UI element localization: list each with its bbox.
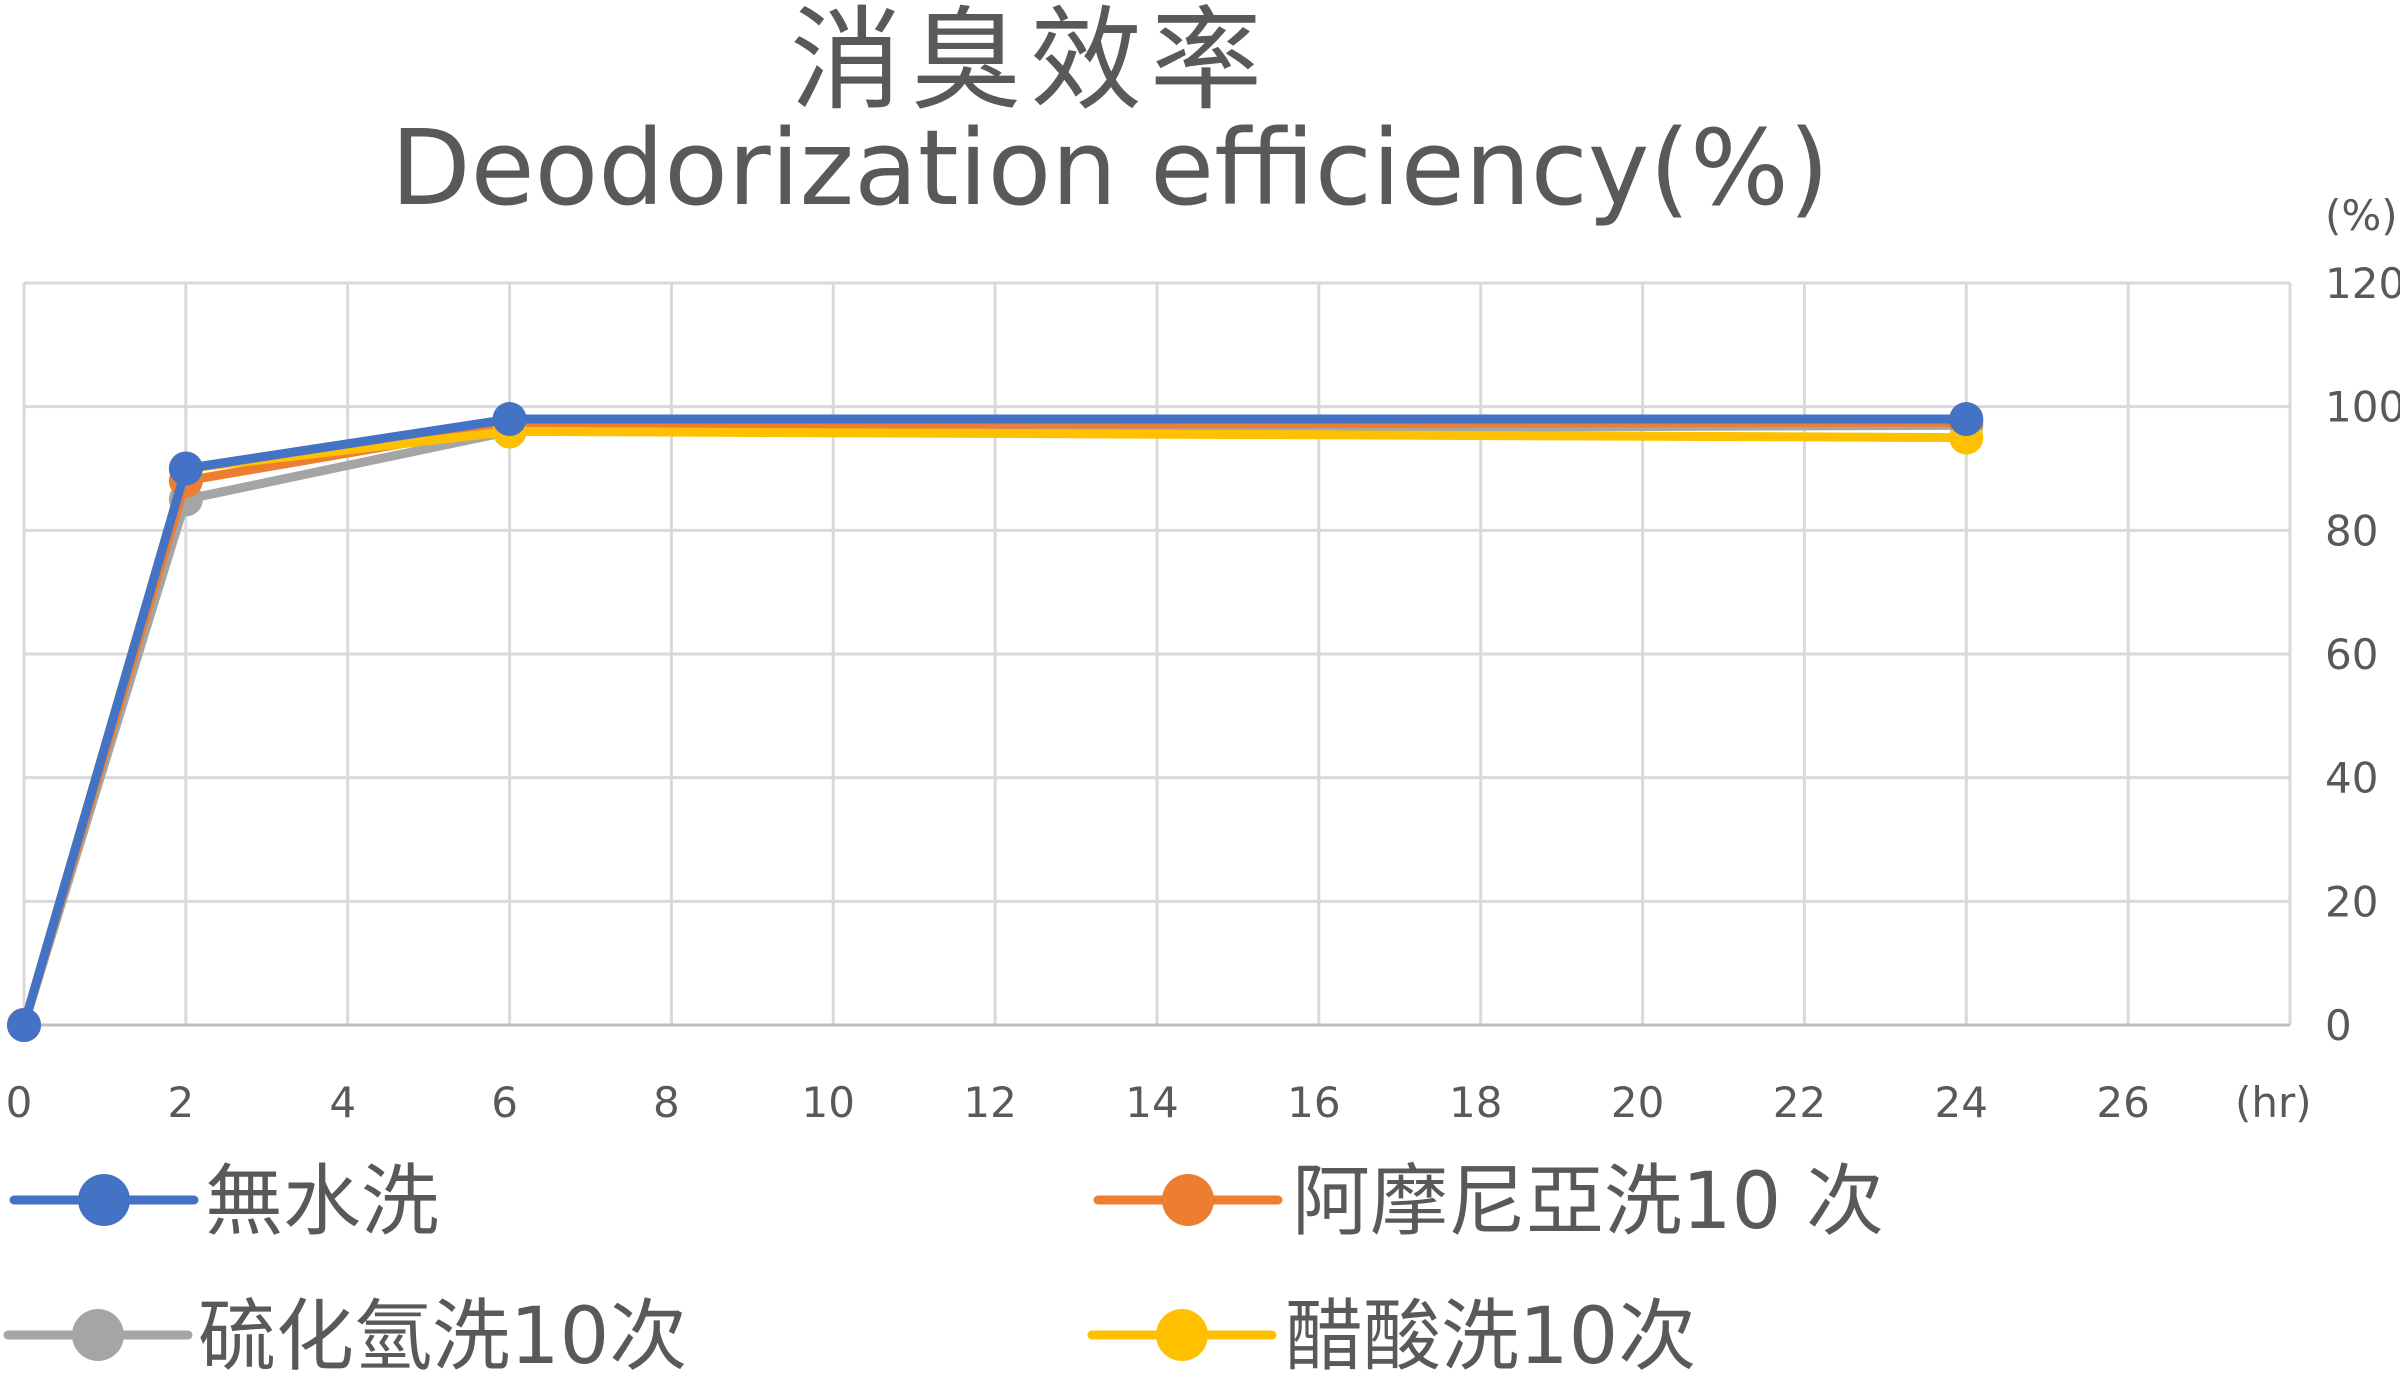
series-layer [7,402,1984,1042]
y-axis-label: (%) [2325,191,2398,240]
x-tick-label: 26 [2096,1078,2149,1127]
legend-label: 醋酸洗10次 [1285,1292,1696,1378]
x-tick-label: 20 [1611,1078,1664,1127]
x-tick-label: 12 [963,1078,1016,1127]
legend-label: 阿摩尼亞洗10 次 [1292,1157,1884,1247]
legend-marker-swatch [1162,1174,1214,1226]
y-tick-label: 60 [2325,630,2378,679]
x-tick-label: 6 [491,1078,518,1127]
chart-title: 消臭效率 [790,0,1270,126]
data-point-marker [168,451,203,486]
data-point-marker [7,1008,41,1042]
legend-marker-swatch [72,1309,124,1361]
y-tick-label: 100 [2325,383,2400,432]
y-tick-label: 120 [2325,259,2400,308]
series-group [7,402,1984,1042]
y-tick-label: 40 [2325,754,2378,803]
legend-marker-swatch [1156,1309,1208,1361]
x-tick-label: 8 [653,1078,680,1127]
legend-item: 無水洗 [9,1157,439,1247]
grid [24,281,2292,1025]
x-tick-label: 18 [1449,1078,1502,1127]
x-axis-label: (hr) [2235,1078,2312,1127]
y-tick-label: 80 [2325,506,2378,555]
legend-item: 醋酸洗10次 [1087,1292,1696,1378]
series-line [19,414,1971,1030]
chart-subtitle: Deodorization efficiency(%) [390,107,1830,229]
x-tick-label: 24 [1935,1078,1988,1127]
legend-item: 阿摩尼亞洗10 次 [1093,1157,1884,1247]
data-point-marker [492,402,527,437]
legend-label: 無水洗 [205,1157,439,1247]
legend-item: 硫化氫洗10次 [3,1292,687,1378]
y-tick-label: 0 [2325,1001,2352,1050]
x-tick-label: 4 [329,1078,356,1127]
x-tick-label: 14 [1125,1078,1178,1127]
x-tick-label: 0 [6,1078,33,1127]
y-tick-label: 20 [2325,877,2378,926]
x-tick-label: 16 [1287,1078,1340,1127]
legend-marker-swatch [78,1174,130,1226]
x-tick-label: 22 [1773,1078,1826,1127]
data-point-marker [1949,402,1984,437]
x-tick-label: 2 [167,1078,194,1127]
axes: 0 2 4 6 8 10 12 14 16 18 20 22 24 26 (hr)0204060801001… [6,191,2400,1127]
x-tick-label: 10 [802,1078,855,1127]
legend-label: 硫化氫洗10次 [198,1292,687,1378]
